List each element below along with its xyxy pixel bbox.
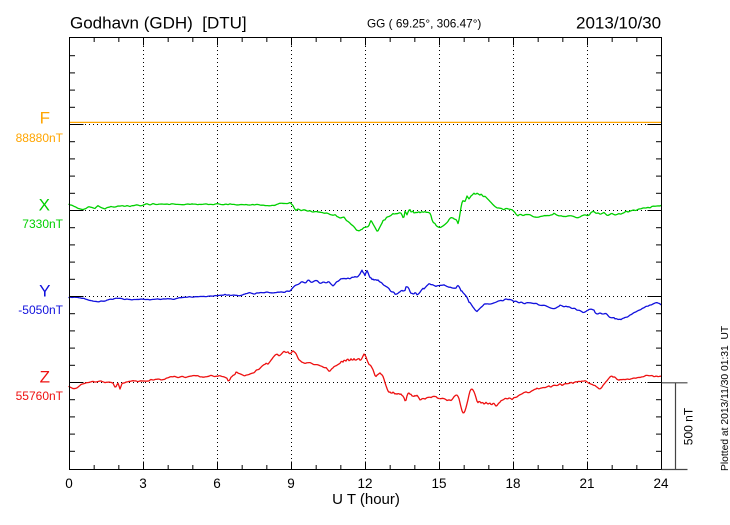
svg-text:55760nT: 55760nT (16, 389, 64, 403)
svg-text:Z: Z (40, 368, 50, 387)
svg-text:7330nT: 7330nT (22, 217, 63, 231)
svg-text:15: 15 (431, 476, 446, 491)
svg-text:24: 24 (653, 476, 669, 491)
svg-text:18: 18 (505, 476, 520, 491)
svg-text:0: 0 (65, 476, 73, 491)
svg-text:500 nT: 500 nT (682, 407, 696, 445)
svg-text:X: X (39, 196, 50, 215)
svg-text:Godhavn (GDH) [DTU]: Godhavn (GDH) [DTU] (70, 14, 247, 33)
svg-text:GG ( 69.25°, 306.47°): GG ( 69.25°, 306.47°) (367, 17, 481, 31)
svg-text:Plotted at 2013/11/30 01:31 U: Plotted at 2013/11/30 01:31 UT (720, 325, 730, 471)
svg-text:F: F (40, 109, 50, 128)
svg-text:21: 21 (579, 476, 594, 491)
svg-text:3: 3 (139, 476, 147, 491)
svg-text:88880nT: 88880nT (16, 131, 64, 145)
svg-text:12: 12 (357, 476, 372, 491)
svg-text:9: 9 (287, 476, 295, 491)
svg-text:U T (hour): U T (hour) (332, 491, 400, 508)
svg-text:Y: Y (39, 282, 50, 301)
svg-text:-5050nT: -5050nT (18, 303, 63, 317)
svg-text:2013/10/30: 2013/10/30 (576, 13, 661, 32)
svg-text:6: 6 (213, 476, 221, 491)
